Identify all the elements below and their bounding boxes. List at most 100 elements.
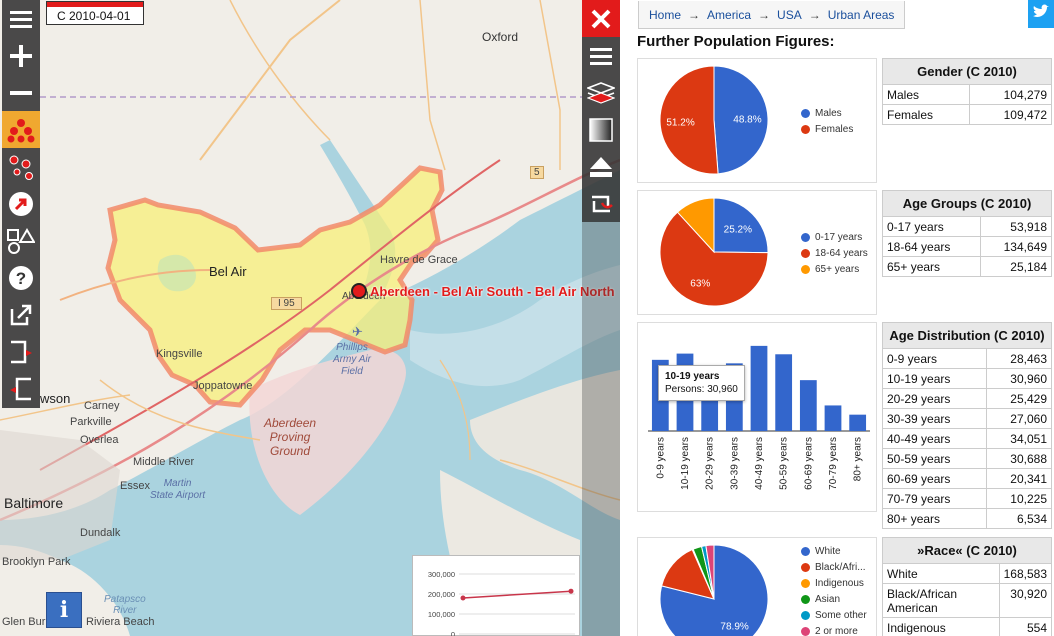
legend-swatch: [801, 562, 810, 572]
place-label[interactable]: Aberdeen - Bel Air South - Bel Air North: [370, 284, 615, 299]
breadcrumb-usa[interactable]: USA: [777, 7, 802, 22]
zoom-out-button[interactable]: [2, 74, 40, 111]
help-icon: ?: [9, 265, 33, 290]
cluster-button[interactable]: [2, 111, 40, 148]
age-group-slice[interactable]: [676, 197, 715, 254]
legend-label: 18-64 years: [815, 247, 868, 259]
info-button[interactable]: i: [46, 592, 82, 628]
date-label: C 2010-04-01: [46, 1, 144, 25]
gradient-button[interactable]: [582, 111, 620, 148]
legend-swatch: [801, 232, 810, 242]
mini-chart-line: [462, 590, 572, 599]
race-slice-label: 78.9%: [720, 621, 748, 632]
age-group-slice[interactable]: [713, 197, 769, 254]
help-button[interactable]: ?: [2, 259, 40, 296]
map-label-i95: I 95: [271, 297, 302, 310]
row-value: 30,688: [985, 448, 1053, 469]
mini-chart-point[interactable]: [568, 588, 574, 594]
table-row: 70-79 years 10,225: [882, 488, 1053, 509]
row-label: 70-79 years: [882, 488, 987, 509]
map-label-riviera-beach: Riviera Beach: [86, 616, 155, 628]
gender-slice[interactable]: [659, 65, 719, 175]
age-bar-tick-label: 10-19 years: [680, 437, 691, 490]
gender-slice[interactable]: [713, 65, 769, 175]
row-label: 40-49 years: [882, 428, 987, 449]
table-row: 20-29 years 25,429: [882, 388, 1053, 409]
row-label: 0-9 years: [882, 348, 987, 369]
race-slice[interactable]: [661, 548, 715, 600]
mini-chart-tick-label: 100,000: [428, 610, 455, 619]
bracket-right-icon: [11, 340, 32, 363]
map-canvas[interactable]: [0, 0, 620, 636]
export-button[interactable]: [2, 296, 40, 333]
row-label: 18-64 years: [881, 236, 982, 257]
arrow-button[interactable]: [2, 185, 40, 222]
twitter-button[interactable]: [1028, 0, 1054, 28]
age-bar-tick-label: 0-9 years: [655, 437, 666, 479]
legend-swatch: [801, 578, 810, 588]
zoom-in-icon: [10, 44, 32, 67]
row-label: 20-29 years: [882, 388, 987, 409]
age-groups-chart: 25.2% 63% 0-17 years 18-64 years 65+ years: [637, 190, 877, 315]
race-chart: 78.9% White Black/Afri... Indigenous Asian S…: [637, 537, 877, 636]
row-label: Females: [882, 104, 970, 125]
legend-swatch: [801, 546, 810, 556]
map-right-strip: [582, 222, 620, 636]
row-label: 50-59 years: [882, 448, 987, 469]
legend-item: Some other: [801, 607, 867, 623]
legend-label: Females: [815, 123, 854, 135]
right-menu-button[interactable]: [582, 37, 620, 74]
row-label: White: [882, 563, 1000, 584]
row-label: 0-17 years: [881, 216, 982, 237]
age-group-slice[interactable]: [659, 211, 769, 307]
map-view[interactable]: Oxford Bel Air Havre de Grace Aberdeen I…: [0, 0, 620, 636]
age-bar[interactable]: [750, 345, 768, 431]
mini-chart-tick-label: 0: [451, 630, 455, 636]
race-legend: White Black/Afri... Indigenous Asian Some ot…: [801, 543, 867, 636]
age-bar[interactable]: [824, 405, 842, 431]
row-value: 20,341: [985, 468, 1053, 489]
bracket-right-button[interactable]: [2, 333, 40, 370]
map-label-baltimore: Baltimore: [4, 495, 64, 511]
bracket-left-button[interactable]: [2, 370, 40, 407]
legend-item: 18-64 years: [801, 245, 868, 261]
table-row: 30-39 years 27,060: [882, 408, 1053, 429]
age-bar-tick-label: 60-69 years: [803, 437, 814, 490]
map-label-havre-de-grace: Havre de Grace: [380, 254, 458, 266]
menu-button[interactable]: [2, 0, 40, 37]
info-panel: Home → America → USA → Urban Areas Furth…: [620, 0, 1054, 636]
mini-chart-point[interactable]: [460, 595, 466, 601]
legend-label: Asian: [815, 593, 841, 605]
breadcrumb-urban-areas[interactable]: Urban Areas: [827, 7, 895, 22]
points-button[interactable]: [2, 148, 40, 185]
eject-icon: [590, 156, 612, 177]
age-group-slice-label: 63%: [690, 279, 710, 290]
row-value: 25,429: [985, 388, 1053, 409]
close-button[interactable]: [582, 0, 620, 37]
row-value: 104,279: [968, 84, 1053, 105]
legend-label: Males: [815, 107, 842, 119]
age-bar[interactable]: [775, 354, 793, 431]
mini-population-chart: 300,000 200,000 100,000 0: [412, 555, 580, 636]
row-value: 109,472: [968, 104, 1053, 125]
airport-icon: ✈: [352, 324, 363, 339]
layers-button[interactable]: [582, 74, 620, 111]
refresh-button[interactable]: [582, 185, 620, 222]
legend-swatch: [801, 124, 810, 134]
gender-legend: Males Females: [801, 105, 853, 137]
age-bar[interactable]: [849, 414, 867, 431]
tooltip-title: 10-19 years: [665, 371, 720, 382]
arrow-right-icon: →: [688, 7, 701, 22]
breadcrumb-home[interactable]: Home: [649, 7, 682, 22]
eject-button[interactable]: [582, 148, 620, 185]
zoom-in-button[interactable]: [2, 37, 40, 74]
place-marker[interactable]: [351, 283, 367, 299]
map-label-middle-river: Middle River: [133, 456, 195, 468]
breadcrumb-america[interactable]: America: [707, 7, 752, 22]
race-slice[interactable]: [705, 544, 715, 600]
table-row: 65+ years 25,184: [881, 256, 1052, 277]
age-groups-table: Age Groups (C 2010) 0-17 years 53,918 18-…: [881, 190, 1052, 277]
table-row: 50-59 years 30,688: [882, 448, 1053, 469]
shapes-button[interactable]: [2, 222, 40, 259]
age-bar[interactable]: [799, 380, 817, 431]
